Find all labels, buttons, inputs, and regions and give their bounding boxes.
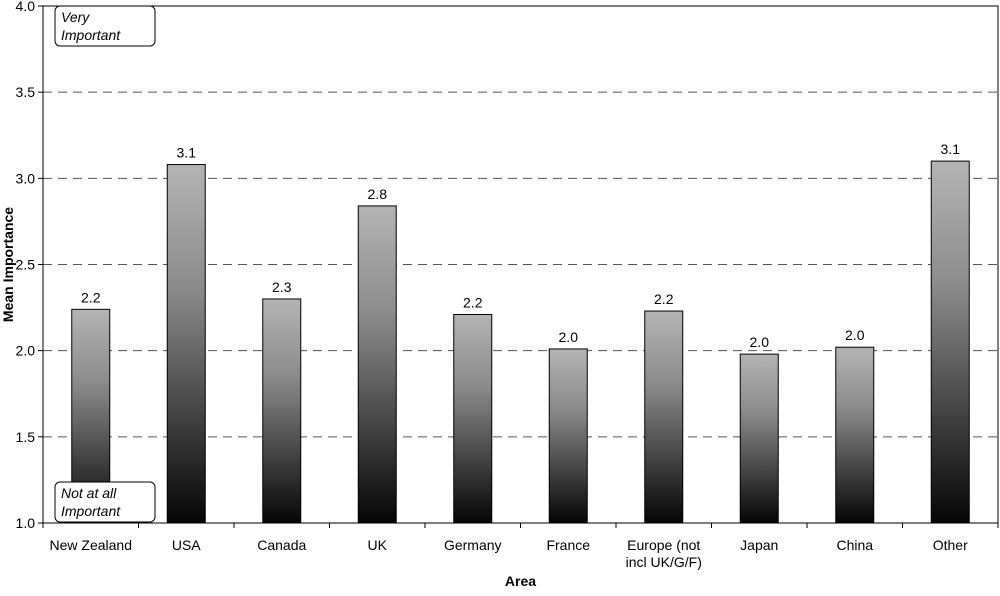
data-label: 3.1 [941,141,961,157]
very-important-annotation-text: Very [61,9,90,25]
very-important-annotation-box [54,5,156,47]
x-tick-label: France [546,537,590,553]
y-tick-label: 2.0 [16,343,36,359]
x-tick-label: UK [368,537,388,553]
not-at-all-important-annotation: Not at all Important [54,481,156,523]
y-tick-label: 1.5 [16,429,36,445]
bar [930,160,970,524]
x-tick-label: Germany [444,537,502,553]
x-axis-title: Area [505,573,536,589]
not-at-all-important-annotation-box [54,481,156,523]
very-important-annotation: Very Important [54,5,156,47]
very-important-annotation-text: Important [61,27,121,43]
y-tick-label: 3.0 [16,170,36,186]
bars [71,160,970,524]
data-label: 2.2 [463,294,483,310]
x-tick-label: New Zealand [50,537,133,553]
data-label: 2.0 [750,334,770,350]
data-label: 2.2 [654,291,674,307]
x-tick-label: USA [172,537,201,553]
y-tick-label: 2.5 [16,257,36,273]
y-tick-label: 3.5 [16,84,36,100]
annotations: Very Important Not at all Important [54,5,156,523]
x-tick-label: Japan [740,537,778,553]
y-tick-label: 4.0 [16,0,36,14]
data-label: 2.0 [559,329,579,345]
bar [166,164,206,524]
axes [38,5,999,528]
x-tick-label: Canada [257,537,306,553]
x-tick-label: China [836,537,873,553]
x-tick-label: Europe (not [627,537,700,553]
data-label: 2.8 [368,186,388,202]
x-tick-label: Other [933,537,968,553]
bar [262,298,302,524]
y-tick-label: 1.0 [16,515,36,531]
labels: 1.0 1.5 2.0 2.5 3.0 3.5 4.0 2.2 New Zealand 3.1 US… [0,0,968,589]
y-axis-title: Mean Importance [0,207,16,322]
data-label: 2.2 [81,289,101,305]
bar [357,205,397,524]
plot-border [42,5,999,524]
bar [453,313,493,524]
bar [644,310,684,524]
data-label: 2.0 [845,327,865,343]
not-at-all-important-annotation-text: Important [61,503,121,519]
not-at-all-important-annotation-text: Not at all [61,485,117,501]
data-label: 2.3 [272,279,292,295]
data-label: 3.1 [177,145,197,161]
x-tick-label: incl UK/G/F) [626,554,702,570]
bar [548,348,588,524]
bar [835,346,875,524]
bar [739,353,779,524]
